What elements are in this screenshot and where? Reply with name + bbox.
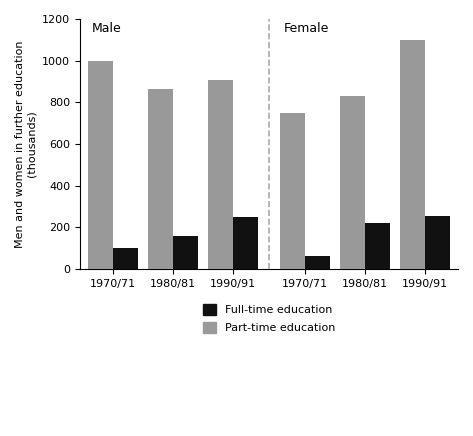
Text: Male: Male: [92, 22, 122, 35]
Bar: [425, 216, 450, 269]
Bar: [88, 61, 113, 269]
Bar: [305, 255, 330, 269]
Y-axis label: Men and women in further education
(thousands): Men and women in further education (thou…: [15, 40, 36, 248]
Bar: [340, 96, 365, 269]
Text: Female: Female: [284, 22, 329, 35]
Bar: [400, 40, 425, 269]
Bar: [233, 217, 258, 269]
Bar: [148, 89, 173, 269]
Bar: [280, 113, 305, 269]
Bar: [113, 249, 138, 269]
Legend: Full-time education, Part-time education: Full-time education, Part-time education: [197, 298, 341, 339]
Bar: [208, 81, 233, 269]
Bar: [173, 236, 198, 269]
Bar: [365, 223, 390, 269]
